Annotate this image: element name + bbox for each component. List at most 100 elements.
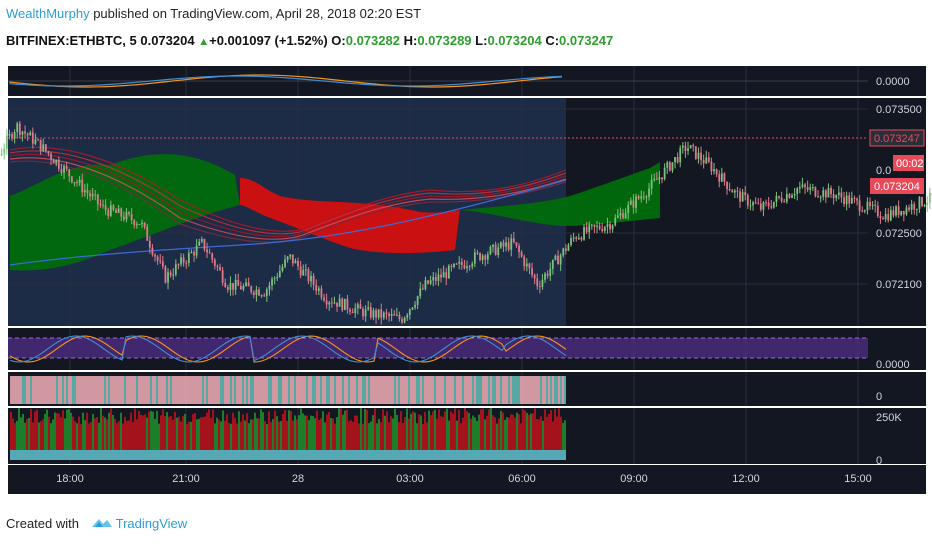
volume2-bar bbox=[114, 418, 116, 450]
bid-price-label: 0.073204 bbox=[874, 181, 920, 193]
candle-down bbox=[759, 203, 762, 210]
volume1-bar bbox=[444, 376, 446, 404]
candle-down bbox=[746, 195, 749, 206]
volume2-bar bbox=[74, 420, 76, 450]
volume2-bar bbox=[42, 419, 44, 450]
volume2-bar bbox=[558, 408, 560, 450]
candle-up bbox=[135, 224, 138, 226]
candle-up bbox=[138, 224, 141, 226]
candle-down bbox=[710, 161, 713, 172]
volume1-bar bbox=[114, 376, 116, 404]
candle-down bbox=[216, 265, 219, 268]
candle-down bbox=[312, 275, 315, 285]
candle-up bbox=[681, 145, 684, 148]
volume2-bar bbox=[190, 421, 192, 450]
volume1-bar bbox=[182, 376, 184, 404]
volume1-bar bbox=[330, 376, 332, 404]
volume1-bar bbox=[186, 376, 188, 404]
candle-up bbox=[141, 222, 143, 225]
volume2-bar bbox=[444, 411, 446, 450]
candle-down bbox=[463, 265, 466, 269]
volume1-bar bbox=[176, 376, 178, 404]
volume1-bar bbox=[308, 376, 310, 404]
volume1-bar bbox=[532, 376, 534, 404]
candle-up bbox=[900, 211, 903, 215]
volume2-bar bbox=[368, 423, 370, 450]
candle-down bbox=[37, 139, 39, 141]
candle-up bbox=[310, 275, 312, 282]
volume1-bar bbox=[300, 376, 302, 404]
volume1-bar bbox=[52, 376, 54, 404]
volume1-bar bbox=[98, 376, 100, 404]
volume2-bar bbox=[436, 418, 438, 450]
volume1-bar bbox=[38, 376, 40, 404]
stoch-k-line bbox=[9, 335, 567, 363]
volume1-bar bbox=[28, 376, 30, 404]
candle-up bbox=[928, 192, 931, 203]
osc-line-orange bbox=[9, 74, 563, 88]
volume2-bar bbox=[396, 415, 398, 450]
volume1-bar bbox=[500, 376, 502, 404]
candle-down bbox=[479, 253, 481, 261]
volume2-bar bbox=[536, 418, 538, 450]
candle-up bbox=[785, 194, 788, 202]
x-tick-label: 09:00 bbox=[620, 473, 648, 485]
candle-down bbox=[523, 256, 526, 267]
stoch-band bbox=[8, 338, 868, 358]
volume1-bar bbox=[304, 376, 306, 404]
candle-down bbox=[518, 245, 520, 253]
author-link[interactable]: WealthMurphy bbox=[6, 6, 90, 21]
candle-up bbox=[567, 244, 570, 251]
volume1-bar bbox=[150, 376, 152, 404]
candle-up bbox=[432, 276, 435, 281]
volume2-bar bbox=[350, 420, 352, 450]
candle-down bbox=[707, 157, 710, 162]
candle-down bbox=[856, 198, 858, 201]
volume1-bar bbox=[412, 376, 414, 404]
volume2-bar bbox=[466, 411, 468, 450]
volume1-bar bbox=[214, 376, 216, 404]
volume2-bar bbox=[52, 419, 54, 450]
volume1-bar bbox=[160, 376, 162, 404]
volume2-bar bbox=[44, 413, 46, 450]
volume1-bar bbox=[180, 376, 182, 404]
volume2-bar bbox=[364, 408, 366, 450]
volume1-bar bbox=[370, 376, 372, 404]
volume1-bar bbox=[248, 376, 250, 404]
volume2-bar bbox=[24, 422, 26, 450]
volume2-bar bbox=[434, 409, 436, 450]
candle-down bbox=[427, 280, 429, 284]
candle-up bbox=[492, 244, 494, 247]
volume1-bar bbox=[20, 376, 22, 404]
volume1-bar bbox=[192, 376, 194, 404]
volume1-bar bbox=[322, 376, 324, 404]
volume2-bar bbox=[270, 422, 272, 450]
volume2-bar bbox=[244, 420, 246, 450]
candle-down bbox=[715, 169, 718, 175]
volume1-bar bbox=[496, 376, 498, 404]
volume1-bar bbox=[172, 376, 174, 404]
volume2-bar bbox=[362, 423, 364, 450]
volume2-bar bbox=[334, 423, 336, 450]
volume1-bar bbox=[74, 376, 76, 404]
candle-down bbox=[879, 216, 882, 219]
candle-down bbox=[882, 218, 884, 220]
candle-down bbox=[47, 151, 50, 154]
volume1-bar bbox=[124, 376, 126, 404]
volume1-bar bbox=[324, 376, 326, 404]
volume2-bar bbox=[174, 411, 176, 450]
candle-down bbox=[421, 288, 424, 290]
symbol-label[interactable]: BITFINEX:ETHBTC, 5 bbox=[6, 33, 137, 48]
candle-up bbox=[200, 238, 203, 242]
candle-up bbox=[583, 227, 585, 240]
tradingview-brand[interactable]: TradingView bbox=[115, 516, 188, 531]
x-tick-label: 06:00 bbox=[508, 473, 536, 485]
volume2-bar bbox=[142, 415, 144, 450]
candle-up bbox=[554, 255, 557, 260]
volume2-bar bbox=[456, 420, 458, 450]
candle-up bbox=[78, 179, 81, 184]
candle-down bbox=[507, 242, 510, 250]
volume2-bar bbox=[242, 414, 244, 450]
candle-down bbox=[770, 206, 773, 208]
